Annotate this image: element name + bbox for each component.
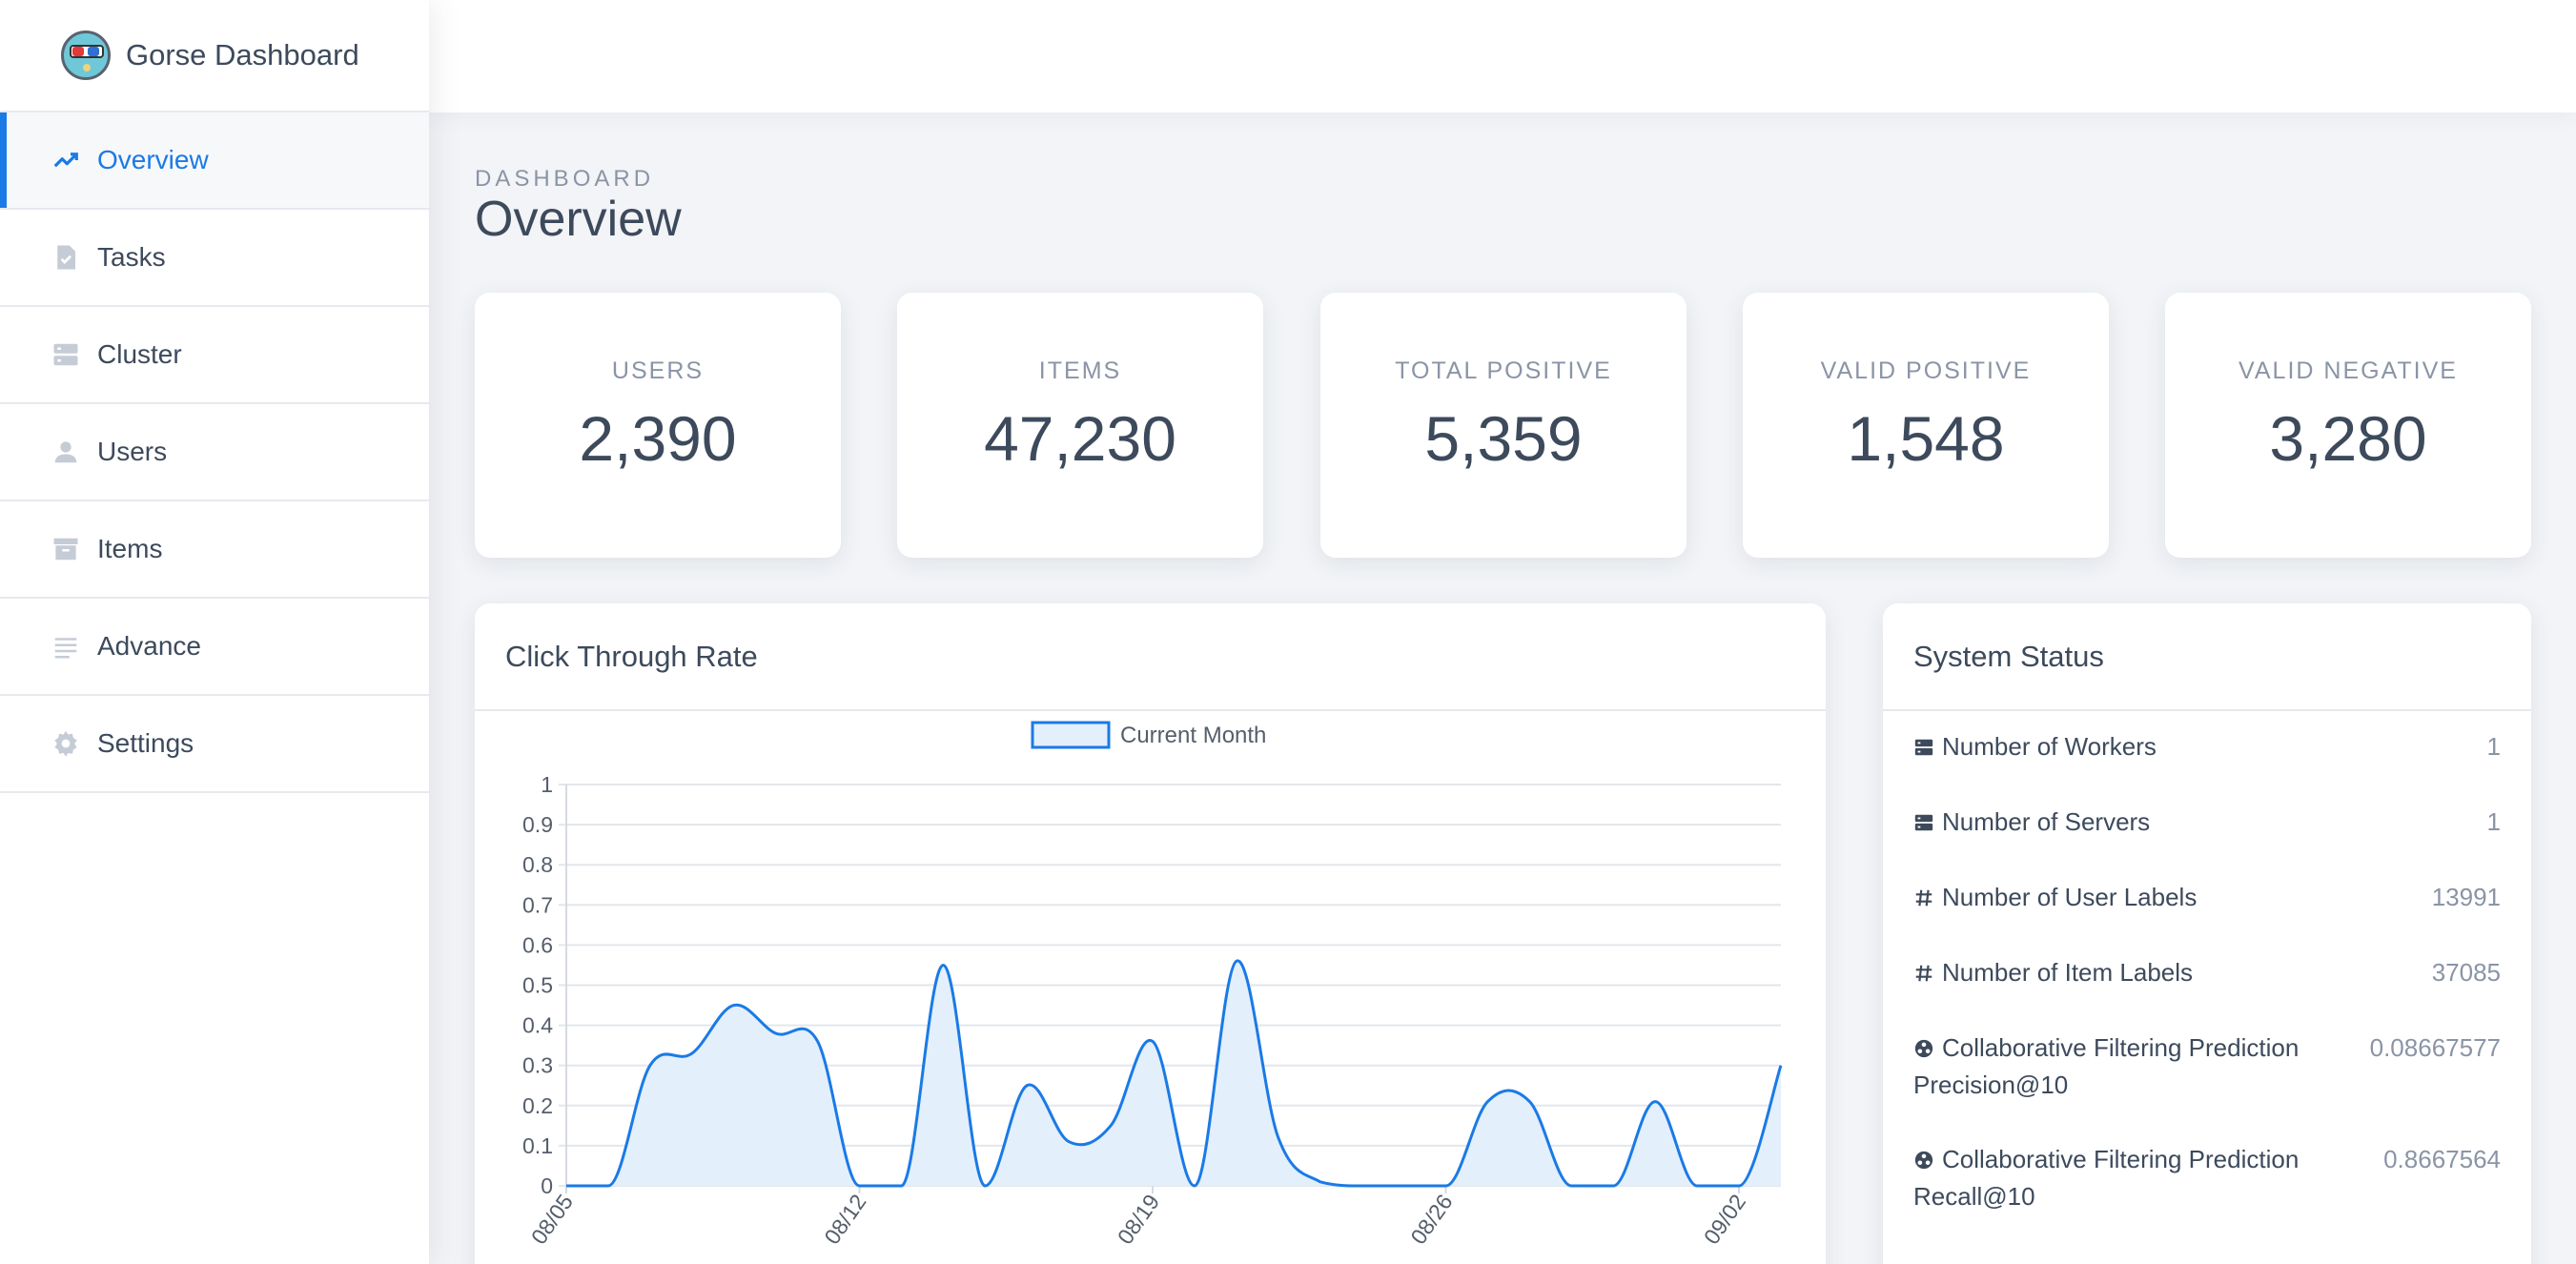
system-status-title: System Status — [1883, 603, 2531, 711]
sidebar-item-label: Overview — [97, 145, 209, 174]
series-area — [566, 960, 1781, 1186]
sidebar-item-users[interactable]: Users — [0, 404, 429, 501]
status-label: Collaborative Filtering Prediction Preci… — [1913, 1033, 2300, 1099]
top-bar — [429, 0, 2576, 112]
status-label: Number of User Labels — [1942, 883, 2198, 911]
x-tick-label: 08/12 — [819, 1190, 870, 1249]
status-row: Number of Workers 1 — [1883, 728, 2531, 765]
stat-card-users: USERS 2,390 — [475, 293, 841, 558]
sidebar-item-label: Advance — [97, 631, 201, 661]
status-label-wrap: Number of Workers — [1913, 728, 2501, 765]
y-tick-label: 0 — [541, 1173, 553, 1198]
stat-card-valid-negative: VALID NEGATIVE 3,280 — [2165, 293, 2531, 558]
model-icon — [1913, 1144, 1934, 1170]
stat-label: ITEMS — [1038, 357, 1122, 384]
y-tick-label: 0.4 — [522, 1013, 553, 1038]
hash-icon — [1913, 957, 1934, 982]
sidebar-item-overview[interactable]: Overview — [0, 112, 429, 210]
status-label-wrap: Number of User Labels — [1913, 879, 2501, 916]
y-tick-label: 1 — [541, 772, 553, 797]
lines-icon — [51, 632, 80, 661]
legend-swatch — [1031, 721, 1111, 749]
status-label-wrap: Number of Item Labels — [1913, 954, 2501, 991]
status-label-wrap: Number of Servers — [1913, 804, 2501, 841]
y-tick-label: 0.7 — [522, 892, 553, 917]
stat-value: 47,230 — [984, 403, 1176, 474]
ctr-panel: Click Through Rate 0 0.1 0.2 0.3 0.4 0.5 0.6 0.… — [475, 603, 1826, 1264]
x-tick-label: 08/05 — [526, 1190, 578, 1249]
stat-value: 3,280 — [2269, 403, 2427, 474]
y-tick-label: 0.5 — [522, 973, 553, 998]
gear-icon — [51, 729, 80, 758]
trending-up-icon — [51, 146, 80, 174]
sidebar-item-items[interactable]: Items — [0, 501, 429, 599]
sidebar-item-label: Users — [97, 437, 168, 466]
y-tick-label: 0.3 — [522, 1053, 553, 1078]
server-icon — [1913, 731, 1934, 756]
x-tick-label: 08/26 — [1405, 1190, 1457, 1249]
status-row: Number of Item Labels 37085 — [1883, 954, 2531, 991]
sidebar-item-label: Tasks — [97, 242, 166, 272]
page-subtitle: DASHBOARD — [475, 166, 655, 192]
status-value: 0.8667564 — [2383, 1145, 2501, 1173]
stat-value: 5,359 — [1424, 403, 1583, 474]
archive-icon — [51, 535, 80, 563]
x-tick-label: 08/19 — [1113, 1190, 1164, 1249]
y-tick-label: 0.8 — [522, 852, 553, 877]
y-tick-label: 0.6 — [522, 932, 553, 957]
y-tick-label: 0.2 — [522, 1093, 553, 1118]
sidebar-item-cluster[interactable]: Cluster — [0, 307, 429, 404]
status-label: Collaborative Filtering Prediction Recal… — [1913, 1145, 2300, 1211]
stat-label: VALID POSITIVE — [1820, 357, 2032, 384]
stat-label: TOTAL POSITIVE — [1395, 357, 1612, 384]
sidebar-item-label: Cluster — [97, 339, 182, 369]
y-tick-label: 0.1 — [522, 1133, 553, 1158]
gorse-logo-icon — [61, 31, 111, 80]
hash-icon — [1913, 882, 1934, 907]
status-value: 13991 — [2431, 883, 2501, 911]
status-label-wrap: Collaborative Filtering Prediction Recal… — [1913, 1141, 2501, 1215]
sidebar: Gorse Dashboard Overview Tasks Cluster U… — [0, 0, 429, 1264]
status-value: 1 — [2486, 732, 2501, 761]
sidebar-item-tasks[interactable]: Tasks — [0, 210, 429, 307]
stat-label: USERS — [611, 357, 705, 384]
sidebar-item-advance[interactable]: Advance — [0, 599, 429, 696]
status-row: Collaborative Filtering Prediction Recal… — [1883, 1141, 2531, 1215]
stat-card-items: ITEMS 47,230 — [897, 293, 1263, 558]
status-value: 37085 — [2431, 958, 2501, 987]
status-label: Number of Workers — [1942, 732, 2157, 761]
stat-card-total-positive: TOTAL POSITIVE 5,359 — [1320, 293, 1687, 558]
stat-value: 2,390 — [579, 403, 737, 474]
status-label: Number of Servers — [1942, 807, 2151, 836]
server-icon — [1913, 806, 1934, 831]
ctr-panel-title: Click Through Rate — [475, 603, 1826, 711]
status-row: Number of User Labels 13991 — [1883, 879, 2531, 916]
ctr-chart: 0 0.1 0.2 0.3 0.4 0.5 0.6 0.7 0.8 0.9 1 08/05 08/12 0… — [522, 721, 1783, 1249]
stat-label: VALID NEGATIVE — [2239, 357, 2458, 384]
status-row: Collaborative Filtering Prediction Preci… — [1883, 1030, 2531, 1104]
stat-card-valid-positive: VALID POSITIVE 1,548 — [1743, 293, 2109, 558]
status-value: 0.08667577 — [2369, 1033, 2501, 1062]
brand[interactable]: Gorse Dashboard — [0, 0, 429, 112]
user-icon — [51, 438, 80, 466]
status-row: Number of Servers 1 — [1883, 804, 2531, 841]
sidebar-item-label: Items — [97, 534, 163, 563]
x-tick-label: 09/02 — [1699, 1190, 1750, 1249]
sidebar-item-label: Settings — [97, 728, 194, 758]
status-label-wrap: Collaborative Filtering Prediction Preci… — [1913, 1030, 2501, 1104]
task-check-icon — [51, 243, 80, 272]
model-icon — [1913, 1032, 1934, 1058]
legend-label: Current Month — [1120, 723, 1266, 748]
stat-value: 1,548 — [1847, 403, 2005, 474]
system-status-panel: System Status Number of Workers 1 Number o… — [1883, 603, 2531, 1264]
y-tick-label: 0.9 — [522, 812, 553, 837]
sidebar-item-settings[interactable]: Settings — [0, 696, 429, 793]
status-label: Number of Item Labels — [1942, 958, 2194, 987]
status-value: 1 — [2486, 807, 2501, 836]
server-icon — [51, 340, 80, 369]
page-title: Overview — [475, 192, 682, 247]
app-title: Gorse Dashboard — [126, 38, 359, 71]
